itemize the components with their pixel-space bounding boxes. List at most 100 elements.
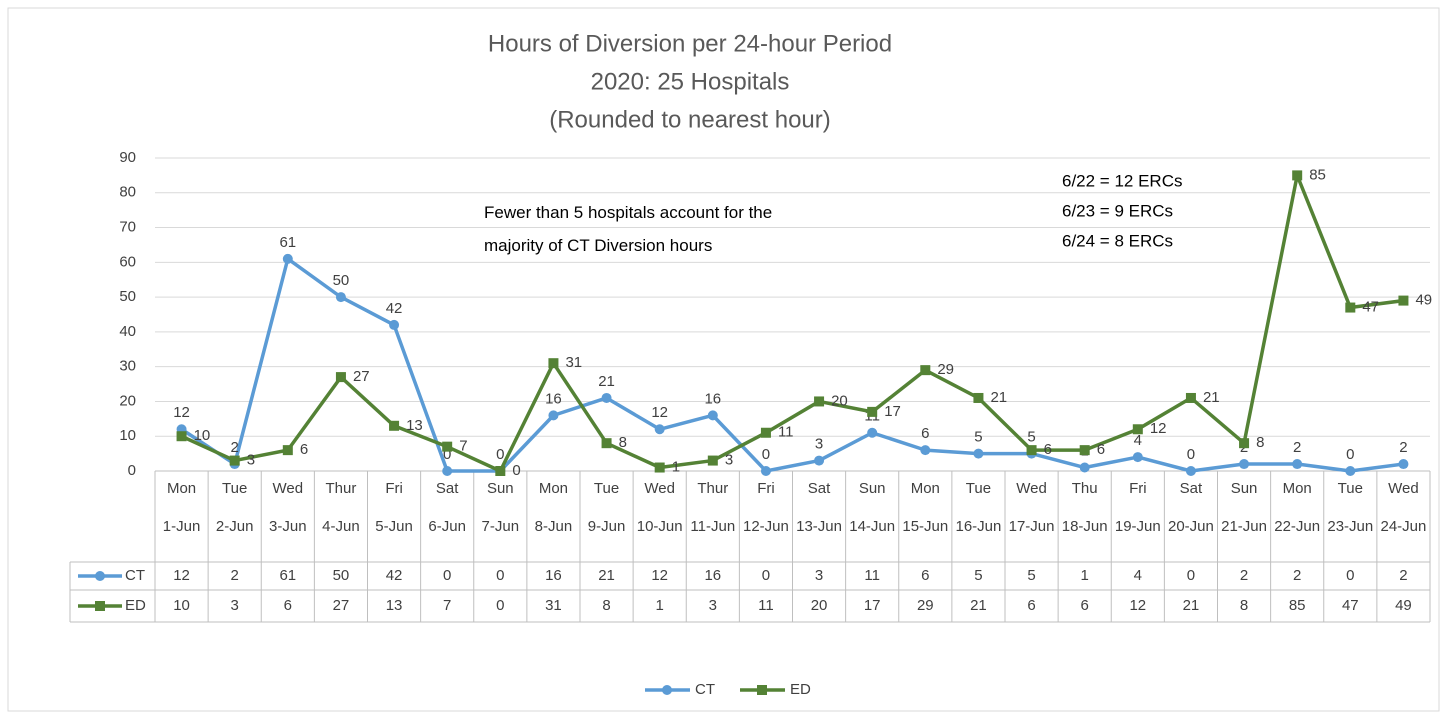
data-label: 8 xyxy=(619,434,627,451)
table-value: 7 xyxy=(443,597,451,614)
table-value: 6 xyxy=(1081,597,1089,614)
x-tick-label: 5-Jun xyxy=(375,518,413,535)
x-tick-label: Sat xyxy=(436,480,459,497)
x-tick-label: 6-Jun xyxy=(428,518,466,535)
x-tick-label: 1-Jun xyxy=(163,518,201,535)
data-label: 2 xyxy=(231,439,239,456)
y-tick-label: 0 xyxy=(128,462,136,479)
data-label: 20 xyxy=(831,392,848,409)
data-label: 3 xyxy=(725,452,733,469)
data-label: 85 xyxy=(1309,166,1326,183)
x-tick-label: 22-Jun xyxy=(1274,518,1320,535)
y-tick-label: 20 xyxy=(119,392,136,409)
data-label: 0 xyxy=(762,446,770,463)
data-label: 6 xyxy=(1097,441,1105,458)
table-value: 6 xyxy=(284,597,292,614)
annotation-box: Fewer than 5 hospitals account for the m… xyxy=(484,203,772,255)
x-tick-label: 11-Jun xyxy=(690,518,735,535)
table-value: 2 xyxy=(1240,567,1248,584)
point xyxy=(814,455,825,466)
legend-label: CT xyxy=(695,681,715,698)
data-label: 12 xyxy=(173,404,190,421)
y-tick-label: 70 xyxy=(119,219,136,236)
table-value: 10 xyxy=(173,597,190,614)
x-tick-label: Tue xyxy=(966,480,991,497)
table-series-name: ED xyxy=(125,597,146,614)
point xyxy=(707,455,718,466)
data-label: 29 xyxy=(937,361,954,378)
point xyxy=(867,406,878,417)
point xyxy=(760,427,771,438)
data-label: 17 xyxy=(884,403,901,420)
y-tick-label: 50 xyxy=(119,288,136,305)
y-tick-label: 30 xyxy=(119,358,136,375)
data-label: 49 xyxy=(1415,292,1432,309)
table-value: 13 xyxy=(386,597,403,614)
y-tick-label: 40 xyxy=(119,323,136,340)
x-tick-label: 21-Jun xyxy=(1221,518,1267,535)
x-tick-label: Sat xyxy=(1180,480,1203,497)
x-tick-label: 20-Jun xyxy=(1168,518,1214,535)
point xyxy=(1239,438,1250,449)
table-value: 11 xyxy=(864,567,880,584)
x-tick-label: Thu xyxy=(1072,480,1098,497)
table-value: 85 xyxy=(1289,597,1306,614)
data-label: 16 xyxy=(545,390,562,407)
table-value: 61 xyxy=(279,567,296,584)
chart-frame xyxy=(7,7,1440,712)
data-label: 1 xyxy=(672,458,680,475)
x-tick-label: 9-Jun xyxy=(588,518,626,535)
x-tick-label: 7-Jun xyxy=(482,518,520,535)
x-tick-label: Sat xyxy=(808,480,831,497)
x-tick-label: 17-Jun xyxy=(1009,518,1055,535)
point xyxy=(335,292,346,303)
table-value: 2 xyxy=(231,567,239,584)
x-tick-label: 16-Jun xyxy=(956,518,1002,535)
x-tick-label: Fri xyxy=(757,480,775,497)
table-value: 2 xyxy=(1293,567,1301,584)
data-label: 12 xyxy=(1150,420,1167,437)
data-label: 42 xyxy=(386,300,403,317)
x-tick-label: Tue xyxy=(222,480,247,497)
data-label: 50 xyxy=(333,272,350,289)
table-series-name: CT xyxy=(125,567,145,584)
data-label: 16 xyxy=(704,390,721,407)
x-tick-label: 14-Jun xyxy=(849,518,895,535)
table-value: 3 xyxy=(815,567,823,584)
chart-subtitle: (Rounded to nearest hour) xyxy=(549,106,831,133)
point xyxy=(176,431,187,442)
table-value: 6 xyxy=(1027,597,1035,614)
table-value: 31 xyxy=(545,597,562,614)
point xyxy=(973,392,984,403)
table-value: 47 xyxy=(1342,597,1359,614)
x-tick-label: Sun xyxy=(1231,480,1258,497)
point xyxy=(1398,295,1409,306)
table-value: 0 xyxy=(443,567,451,584)
data-label: 6 xyxy=(300,441,308,458)
point xyxy=(1132,452,1143,463)
data-label: 5 xyxy=(974,429,982,446)
point xyxy=(1239,459,1250,470)
x-tick-label: Thur xyxy=(697,480,728,497)
data-label: 4 xyxy=(1134,432,1142,449)
table-value: 12 xyxy=(651,567,668,584)
table-value: 17 xyxy=(864,597,881,614)
point xyxy=(814,396,825,407)
data-label: 0 xyxy=(1346,446,1354,463)
table-value: 5 xyxy=(974,567,982,584)
table-value: 0 xyxy=(1346,567,1354,584)
data-label: 21 xyxy=(1203,389,1220,406)
x-tick-label: 15-Jun xyxy=(902,518,948,535)
point xyxy=(1292,170,1303,181)
table-value: 0 xyxy=(1187,567,1195,584)
point xyxy=(1026,445,1037,456)
data-label: 0 xyxy=(496,446,504,463)
x-tick-label: Mon xyxy=(911,480,940,497)
table-value: 16 xyxy=(545,567,562,584)
point xyxy=(1132,424,1143,435)
chart-title: Hours of Diversion per 24-hour Period xyxy=(488,30,892,57)
table-value: 2 xyxy=(1399,567,1407,584)
x-tick-label: 3-Jun xyxy=(269,518,307,535)
point xyxy=(282,445,293,456)
